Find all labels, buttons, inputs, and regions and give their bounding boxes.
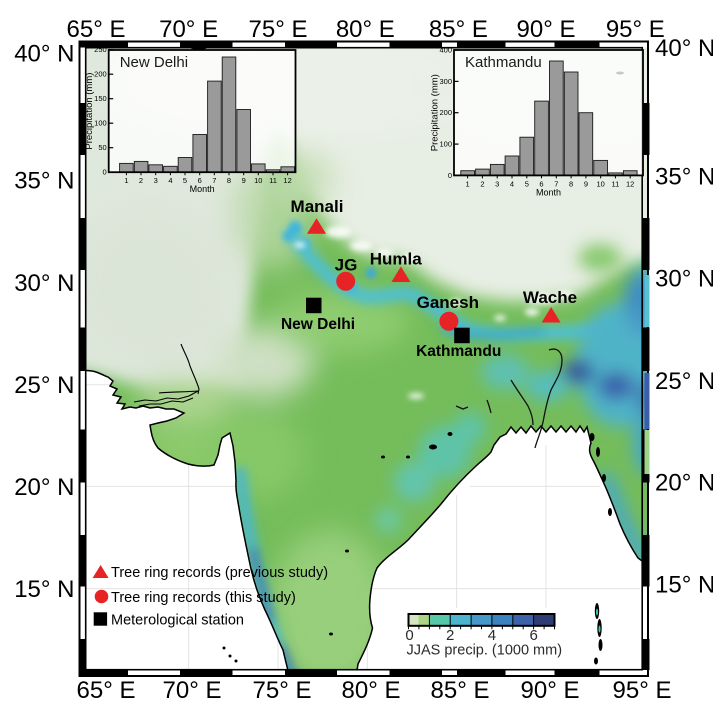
svg-text:New Delhi: New Delhi — [281, 316, 355, 333]
svg-text:12: 12 — [626, 179, 634, 188]
svg-text:80° E: 80° E — [336, 16, 395, 43]
svg-text:New Delhi: New Delhi — [120, 54, 188, 71]
svg-text:1: 1 — [466, 179, 470, 188]
svg-text:20° N: 20° N — [655, 470, 713, 497]
svg-text:75° E: 75° E — [253, 677, 312, 704]
svg-text:100: 100 — [94, 119, 107, 128]
svg-text:9: 9 — [584, 179, 588, 188]
svg-text:Kathmandu: Kathmandu — [465, 54, 542, 71]
svg-text:4: 4 — [510, 179, 514, 188]
svg-text:10: 10 — [597, 179, 605, 188]
svg-text:7: 7 — [212, 176, 216, 185]
svg-text:10: 10 — [254, 176, 262, 185]
svg-text:1: 1 — [124, 176, 128, 185]
svg-text:9: 9 — [242, 176, 246, 185]
svg-text:Ganesh: Ganesh — [417, 293, 479, 312]
svg-text:95° E: 95° E — [613, 677, 672, 704]
svg-text:15° N: 15° N — [655, 572, 713, 599]
svg-text:200: 200 — [94, 70, 107, 79]
svg-text:JG: JG — [335, 256, 358, 275]
svg-text:8: 8 — [227, 176, 231, 185]
svg-text:90° E: 90° E — [517, 16, 576, 43]
svg-text:100: 100 — [439, 140, 452, 149]
svg-text:70° E: 70° E — [159, 16, 218, 43]
svg-text:4: 4 — [488, 627, 496, 644]
svg-text:5: 5 — [525, 179, 529, 188]
svg-text:Tree ring records (this study): Tree ring records (this study) — [111, 590, 296, 606]
svg-text:2: 2 — [480, 179, 484, 188]
svg-text:Tree ring records (previous st: Tree ring records (previous study) — [111, 565, 328, 581]
svg-text:250: 250 — [94, 45, 107, 54]
svg-text:7: 7 — [554, 179, 558, 188]
svg-text:85° E: 85° E — [431, 677, 490, 704]
svg-text:0: 0 — [448, 171, 452, 180]
svg-text:30° N: 30° N — [14, 270, 74, 297]
svg-text:6: 6 — [539, 179, 543, 188]
svg-text:Humla: Humla — [370, 250, 423, 269]
svg-text:80° E: 80° E — [342, 677, 401, 704]
svg-text:65° E: 65° E — [77, 677, 136, 704]
svg-text:Manali: Manali — [291, 197, 344, 216]
svg-text:11: 11 — [612, 179, 620, 188]
svg-text:300: 300 — [439, 77, 452, 86]
svg-text:5: 5 — [183, 176, 187, 185]
svg-text:0: 0 — [405, 627, 413, 644]
svg-text:Wache: Wache — [523, 288, 577, 307]
svg-text:50: 50 — [98, 143, 106, 152]
svg-text:3: 3 — [495, 179, 499, 188]
svg-text:4: 4 — [168, 176, 172, 185]
svg-text:35° N: 35° N — [655, 164, 713, 191]
svg-text:Month: Month — [190, 184, 215, 194]
svg-text:3: 3 — [154, 176, 158, 185]
svg-text:65° E: 65° E — [67, 16, 126, 43]
svg-text:Precipitation (mm): Precipitation (mm) — [430, 74, 441, 151]
svg-text:90° E: 90° E — [521, 677, 580, 704]
svg-text:Precipitation (mm): Precipitation (mm) — [84, 73, 95, 150]
svg-text:8: 8 — [569, 179, 573, 188]
svg-text:20° N: 20° N — [14, 474, 74, 501]
svg-text:95° E: 95° E — [606, 16, 665, 43]
svg-text:70° E: 70° E — [163, 677, 222, 704]
svg-text:0: 0 — [103, 168, 107, 177]
svg-text:25° N: 25° N — [655, 368, 713, 395]
svg-text:40° N: 40° N — [14, 41, 74, 68]
svg-text:200: 200 — [439, 108, 452, 117]
svg-text:150: 150 — [94, 94, 107, 103]
svg-text:6: 6 — [530, 627, 538, 644]
svg-text:6: 6 — [198, 176, 202, 185]
svg-text:11: 11 — [269, 176, 277, 185]
svg-text:35° N: 35° N — [14, 168, 74, 195]
svg-text:40° N: 40° N — [655, 35, 713, 62]
svg-text:12: 12 — [283, 176, 291, 185]
svg-text:JJAS precip. (1000 mm): JJAS precip. (1000 mm) — [407, 643, 563, 659]
svg-text:15° N: 15° N — [14, 576, 74, 603]
svg-text:Meterological station: Meterological station — [111, 613, 244, 629]
svg-text:85° E: 85° E — [429, 16, 488, 43]
svg-text:400: 400 — [439, 45, 452, 54]
svg-text:Kathmandu: Kathmandu — [416, 343, 501, 360]
svg-text:75° E: 75° E — [249, 16, 308, 43]
svg-text:2: 2 — [139, 176, 143, 185]
svg-text:25° N: 25° N — [14, 372, 74, 399]
svg-text:Month: Month — [536, 187, 561, 197]
svg-text:30° N: 30° N — [655, 266, 713, 293]
svg-text:2: 2 — [446, 627, 454, 644]
